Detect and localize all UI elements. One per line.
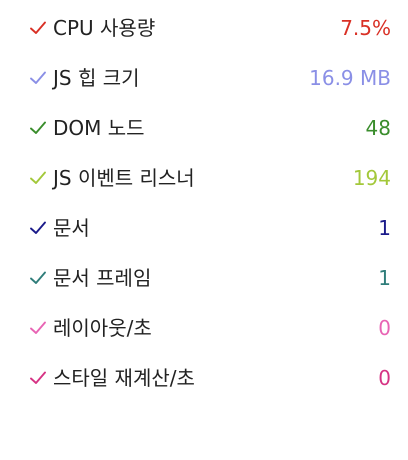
metric-row-style-recalcs-per-sec[interactable]: 스타일 재계산/초 0 bbox=[0, 353, 408, 403]
metric-value: 16.9 MB bbox=[309, 66, 391, 90]
checkmark-icon bbox=[29, 319, 47, 337]
metric-row-cpu-usage[interactable]: CPU 사용량 7.5% bbox=[0, 3, 408, 53]
metric-value: 7.5% bbox=[340, 16, 391, 40]
metric-label: JS 이벤트 리스너 bbox=[53, 166, 195, 190]
checkmark-icon bbox=[29, 369, 47, 387]
metric-row-documents[interactable]: 문서 1 bbox=[0, 203, 408, 253]
metric-row-js-event-listeners[interactable]: JS 이벤트 리스너 194 bbox=[0, 153, 408, 203]
metric-value: 0 bbox=[378, 366, 391, 390]
metric-label: 문서 bbox=[53, 216, 90, 240]
metric-label: JS 힙 크기 bbox=[53, 66, 140, 90]
metric-value: 48 bbox=[365, 116, 391, 140]
metric-label: DOM 노드 bbox=[53, 116, 145, 140]
metric-value: 0 bbox=[378, 316, 391, 340]
metric-row-js-heap-size[interactable]: JS 힙 크기 16.9 MB bbox=[0, 53, 408, 103]
metric-value: 194 bbox=[352, 166, 391, 190]
checkmark-icon bbox=[29, 269, 47, 287]
checkmark-icon bbox=[29, 219, 47, 237]
metric-label: CPU 사용량 bbox=[53, 16, 156, 40]
metric-value: 1 bbox=[378, 266, 391, 290]
checkmark-icon bbox=[29, 19, 47, 37]
metric-row-document-frames[interactable]: 문서 프레임 1 bbox=[0, 253, 408, 303]
metric-label: 문서 프레임 bbox=[53, 266, 152, 290]
checkmark-icon bbox=[29, 69, 47, 87]
metric-row-layouts-per-sec[interactable]: 레이아웃/초 0 bbox=[0, 303, 408, 353]
metric-row-dom-nodes[interactable]: DOM 노드 48 bbox=[0, 103, 408, 153]
metric-value: 1 bbox=[378, 216, 391, 240]
checkmark-icon bbox=[29, 169, 47, 187]
metric-label: 스타일 재계산/초 bbox=[53, 366, 195, 390]
metric-label: 레이아웃/초 bbox=[53, 316, 152, 340]
checkmark-icon bbox=[29, 119, 47, 137]
